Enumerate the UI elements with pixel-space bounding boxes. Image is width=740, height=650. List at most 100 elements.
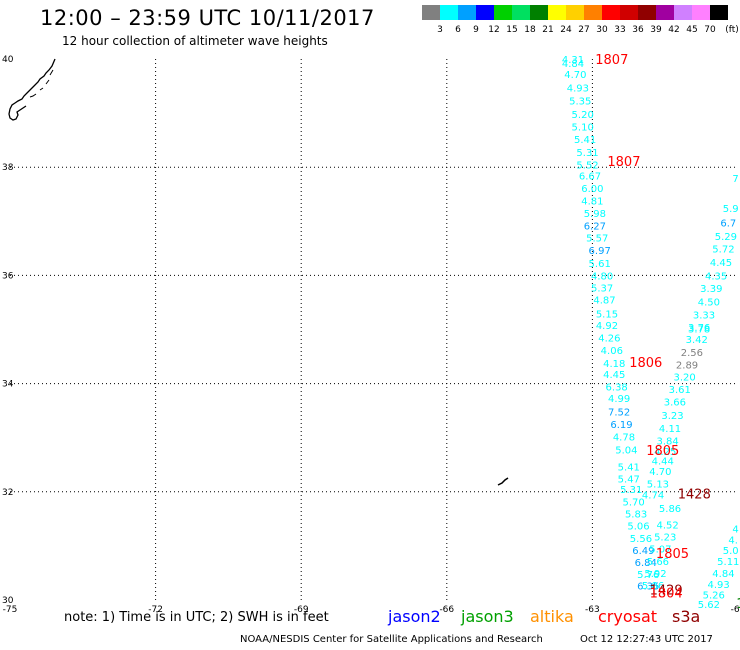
swh-value: 5.9 xyxy=(723,204,739,215)
swh-value: 3.84 xyxy=(656,436,678,447)
swh-value: 5.06 xyxy=(627,521,649,532)
swh-value: 2.56 xyxy=(681,348,703,359)
legend-label: 6 xyxy=(455,25,461,35)
legend-label: 15 xyxy=(506,25,518,35)
swh-value: 5.47 xyxy=(618,474,640,485)
lon-tick-label: -72 xyxy=(148,605,163,615)
swh-value: 4.70 xyxy=(649,467,671,478)
swh-value: 4.74 xyxy=(642,491,664,502)
legend-label: 39 xyxy=(650,25,662,35)
satellite-name: jason3 xyxy=(461,607,514,626)
swh-value: 4.92 xyxy=(596,321,618,332)
swh-value: 5.10 xyxy=(572,123,594,134)
swh-value: 6.49 xyxy=(632,546,654,557)
swh-value: 5.0 xyxy=(723,546,739,557)
swh-value: 5.41 xyxy=(574,135,596,146)
legend-swatch xyxy=(710,5,728,20)
swh-value: 4.84 xyxy=(562,59,584,70)
swh-value: 6.97 xyxy=(589,246,611,257)
swh-value: 5.15 xyxy=(596,309,618,320)
swh-value: 4.81 xyxy=(581,197,603,208)
swh-value: 4.87 xyxy=(593,296,615,307)
legend-label: 33 xyxy=(614,25,626,35)
swh-value: 4.52 xyxy=(656,520,678,531)
footnote: note: 1) Time is in UTC; 2) SWH is in fe… xyxy=(64,610,329,625)
legend-swatch xyxy=(620,5,638,20)
lat-tick-label: 32 xyxy=(2,488,13,498)
credit-line: NOAA/NESDIS Center for Satellite Applica… xyxy=(240,634,543,645)
swh-value: 5.31 xyxy=(576,148,598,159)
lat-tick-label: 36 xyxy=(2,271,14,281)
legend-label: 24 xyxy=(560,25,572,35)
swh-value: 5.13 xyxy=(647,480,669,491)
swh-value: 6.67 xyxy=(579,171,601,182)
lon-tick-label: -69 xyxy=(294,605,309,615)
swh-value: 3.33 xyxy=(693,310,715,321)
legend-swatch xyxy=(674,5,692,20)
coastline-islands xyxy=(29,69,54,98)
swh-value: 5.26 xyxy=(703,591,725,602)
lon-tick-label: -66 xyxy=(439,605,454,615)
legend-label: 27 xyxy=(578,25,590,35)
satellite-name: jason2 xyxy=(388,607,441,626)
lon-tick-label: -63 xyxy=(585,605,600,615)
swh-value: 5.83 xyxy=(625,509,647,520)
pass-time-label: 1 xyxy=(736,597,740,612)
swh-value: 5.98 xyxy=(584,209,606,220)
swh-value: 3.20 xyxy=(673,373,695,384)
swh-value: 5.37 xyxy=(591,283,613,294)
legend-label: 30 xyxy=(596,25,608,35)
swh-value: 5.07 xyxy=(649,545,671,556)
map-title: 12:00 – 23:59 UTC 10/11/2017 xyxy=(40,6,375,30)
swh-value: 3.61 xyxy=(669,385,691,396)
swh-value: 6.27 xyxy=(584,222,606,233)
swh-value: 3.66 xyxy=(664,397,686,408)
legend-label: 21 xyxy=(542,25,554,35)
lon-tick-label: -75 xyxy=(3,605,18,615)
pass-time-label: 1805 xyxy=(646,444,679,459)
swh-value: 7 xyxy=(732,174,738,185)
legend-label: 12 xyxy=(488,25,500,35)
swh-value: 4.18 xyxy=(603,359,625,370)
legend-swatch xyxy=(656,5,674,20)
legend-label: 70 xyxy=(704,25,716,35)
legend-swatch xyxy=(440,5,458,20)
swh-value: 5.61 xyxy=(589,259,611,270)
swh-value: 5.41 xyxy=(618,462,640,473)
legend-label: 18 xyxy=(524,25,536,35)
legend-swatch xyxy=(602,5,620,20)
swh-value: 5.29 xyxy=(715,232,737,243)
swh-value: 5.20 xyxy=(572,110,594,121)
swh-value: 4.78 xyxy=(613,433,635,444)
swh-value: 4.45 xyxy=(603,370,625,381)
swh-value: 5.56 xyxy=(630,534,652,545)
swh-value: 6.00 xyxy=(581,184,603,195)
map-subtitle: 12 hour collection of altimeter wave hei… xyxy=(62,34,328,48)
lat-tick-label: 38 xyxy=(2,163,14,173)
legend-swatch xyxy=(512,5,530,20)
legend-swatch xyxy=(422,5,440,20)
pass-time-label: 1429 xyxy=(650,583,683,598)
swh-value: 5.76 xyxy=(637,570,659,581)
swh-value: 5.35 xyxy=(569,97,591,108)
pass-time-label: 1807 xyxy=(607,155,640,170)
satellite-name: altika xyxy=(530,607,574,626)
swh-value: 5.86 xyxy=(659,504,681,515)
pass-time-label: 1428 xyxy=(678,488,711,503)
swh-value: 5.11 xyxy=(717,557,739,568)
swh-value: 4.93 xyxy=(567,84,589,95)
lat-tick-label: 30 xyxy=(2,596,14,606)
swh-value: 6.84 xyxy=(635,558,657,569)
swh-value: 4.35 xyxy=(705,271,727,282)
swh-value: 6.7 xyxy=(720,218,736,229)
lat-tick-label: 34 xyxy=(2,380,14,390)
legend-label: 3 xyxy=(437,25,443,35)
swh-value: 3.23 xyxy=(661,411,683,422)
swh-value: 5.57 xyxy=(586,234,608,245)
swh-value: 5.62 xyxy=(698,600,720,611)
swh-value: 4.80 xyxy=(591,271,613,282)
legend-label: 42 xyxy=(668,25,680,35)
generation-timestamp: Oct 12 12:27:43 UTC 2017 xyxy=(580,634,713,645)
swh-value: 5.04 xyxy=(615,446,637,457)
